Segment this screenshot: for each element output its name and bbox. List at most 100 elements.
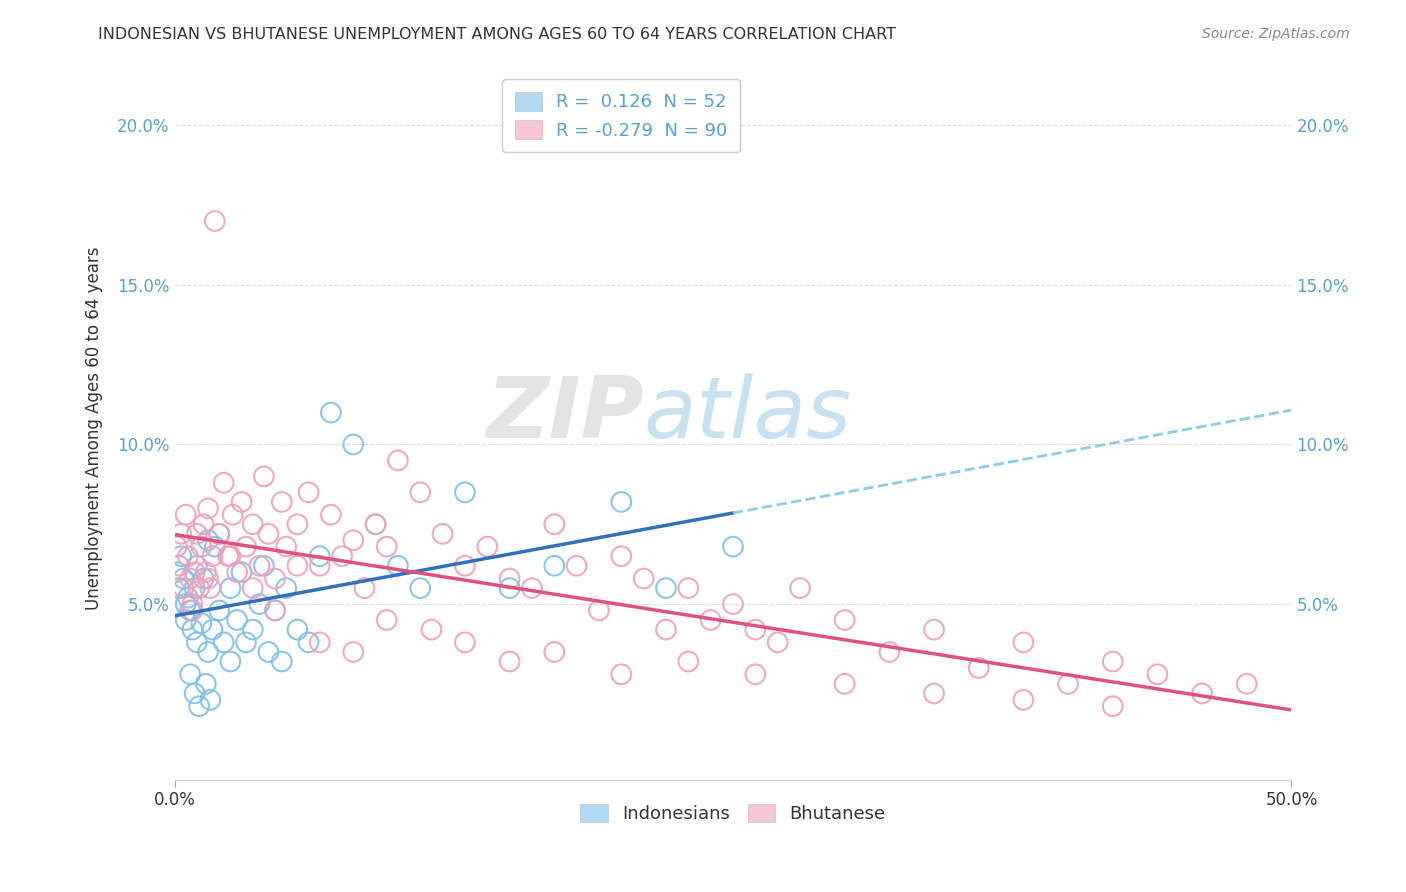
Point [655,581,678,595]
Text: atlas: atlas [644,373,852,456]
Point [498,655,520,669]
Point [922,686,945,700]
Point [375,540,398,554]
Point [1057,677,1080,691]
Point [193,572,215,586]
Point [319,406,342,420]
Point [197,572,219,586]
Point [186,635,208,649]
Point [201,623,224,637]
Point [242,581,264,595]
Point [212,475,235,490]
Point [166,565,188,579]
Point [353,581,375,595]
Point [922,623,945,637]
Point [219,655,242,669]
Point [420,623,443,637]
Point [308,635,330,649]
Y-axis label: Unemployment Among Ages 60 to 64 years: Unemployment Among Ages 60 to 64 years [86,247,103,610]
Point [699,613,721,627]
Text: ZIP: ZIP [486,373,644,456]
Point [276,540,298,554]
Point [678,655,700,669]
Point [179,572,201,586]
Point [226,565,249,579]
Point [173,572,195,586]
Point [201,549,224,564]
Point [177,591,200,605]
Point [520,581,543,595]
Point [190,616,212,631]
Point [1101,655,1123,669]
Point [181,597,204,611]
Point [226,613,249,627]
Legend: Indonesians, Bhutanese: Indonesians, Bhutanese [569,793,897,834]
Point [197,645,219,659]
Point [330,549,353,564]
Point [308,549,330,564]
Point [454,558,477,573]
Point [170,549,193,564]
Point [197,501,219,516]
Point [744,667,766,681]
Point [879,645,901,659]
Point [257,645,280,659]
Point [588,603,610,617]
Point [231,495,253,509]
Point [219,549,242,564]
Point [287,623,309,637]
Point [186,526,208,541]
Point [721,597,744,611]
Point [264,603,287,617]
Point [200,581,222,595]
Point [766,635,789,649]
Point [186,558,208,573]
Point [253,469,276,483]
Point [208,526,231,541]
Point [1012,693,1035,707]
Point [270,655,292,669]
Point [221,508,243,522]
Point [1146,667,1168,681]
Point [193,517,215,532]
Point [387,453,409,467]
Point [477,540,499,554]
Point [208,603,231,617]
Point [308,558,330,573]
Point [166,540,188,554]
Point [167,558,190,573]
Point [543,558,565,573]
Point [655,623,678,637]
Point [219,581,242,595]
Point [179,603,201,617]
Point [287,558,309,573]
Point [208,526,231,541]
Point [610,667,633,681]
Point [170,526,193,541]
Point [834,613,856,627]
Point [253,558,276,573]
Point [297,485,319,500]
Point [174,613,197,627]
Point [342,437,364,451]
Point [454,635,477,649]
Point [276,581,298,595]
Point [543,645,565,659]
Point [610,549,633,564]
Point [183,686,205,700]
Point [200,693,222,707]
Point [409,485,432,500]
Point [721,540,744,554]
Point [217,549,239,564]
Point [242,517,264,532]
Point [174,597,197,611]
Point [264,603,287,617]
Point [188,581,211,595]
Point [610,495,633,509]
Point [235,635,257,649]
Point [543,517,565,532]
Point [375,613,398,627]
Point [789,581,811,595]
Point [264,572,287,586]
Point [454,485,477,500]
